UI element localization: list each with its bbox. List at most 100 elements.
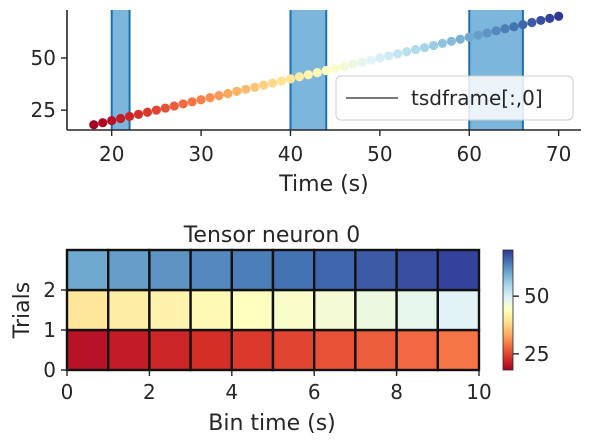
scatter-point [321, 65, 331, 76]
heatmap-cell [395, 328, 440, 372]
heatmap-cell [354, 328, 398, 372]
scatter-point [527, 17, 537, 28]
scatter-point [357, 57, 367, 67]
scatter-point [124, 111, 135, 122]
heatmap-cell [436, 288, 481, 332]
scatter-point [384, 51, 394, 61]
heatmap-cell [313, 288, 357, 332]
scatter-point [482, 28, 492, 38]
scatter-point [160, 103, 170, 113]
scatter-point [259, 80, 269, 90]
heatmap-x-tick-label: 8 [390, 380, 403, 404]
colorbar-tick-label: 50 [524, 284, 549, 308]
y-tick-label: 25 [31, 98, 56, 122]
scatter-point [518, 20, 528, 30]
heatmap-cell [354, 248, 398, 292]
scatter-point [491, 26, 501, 36]
scatter-point [411, 45, 421, 55]
heatmap-cell [148, 328, 192, 372]
heatmap-title: Tensor neuron 0 [183, 223, 361, 248]
x-tick-label: 50 [367, 142, 392, 166]
heatmap-cell [106, 248, 151, 292]
scatter-point [268, 78, 278, 88]
heatmap-x-tick-label: 10 [466, 380, 491, 404]
x-tick-label: 70 [546, 142, 571, 166]
scatter-point [312, 68, 322, 78]
scatter-point [464, 32, 474, 42]
x-ticks: 20 30 40 50 60 70 [99, 130, 571, 166]
scatter-point [500, 24, 510, 34]
scatter-point [285, 74, 296, 84]
heatmap-x-axis-label: Bin time (s) [208, 411, 335, 436]
scatter-point [151, 105, 161, 115]
heatmap-cell [189, 248, 234, 292]
scatter-point [366, 55, 376, 65]
x-tick-label: 40 [278, 142, 303, 166]
scatter-point [116, 113, 126, 124]
heatmap-cell [189, 328, 234, 372]
heatmap-cell [395, 248, 440, 292]
heatmap-cell [271, 288, 316, 332]
scatter-point [330, 63, 340, 74]
legend-label: tsdframe[:,0] [411, 86, 543, 110]
heatmap-cell [230, 328, 275, 372]
heatmap-y-tick-label: 1 [43, 318, 56, 342]
colorbar: 25 50 [502, 249, 549, 371]
scatter-point [393, 49, 403, 59]
legend: tsdframe[:,0] [335, 75, 574, 121]
heatmap-cell [65, 328, 110, 372]
scatter-point [294, 72, 305, 82]
x-tick-label: 30 [188, 142, 213, 166]
heatmap-cell [106, 288, 151, 332]
scatter-point [375, 53, 385, 63]
scatter-point [437, 38, 448, 48]
scatter-point [178, 99, 188, 109]
heatmap-cell [148, 288, 192, 332]
tensor-heatmap-chart: Tensor neuron 0 0 2 4 6 8 10 0 1 2 Bin time (s)… [10, 223, 549, 436]
heatmap-y-tick-label: 0 [43, 358, 56, 382]
heatmap-cell [271, 328, 316, 372]
heatmap-x-tick-label: 4 [225, 380, 238, 404]
heatmap-y-ticks: 0 1 2 [43, 278, 67, 382]
scatter-point [98, 118, 108, 128]
heatmap-cell [271, 248, 316, 292]
scatter-point [196, 95, 206, 105]
heatmap-cell [230, 288, 275, 332]
scatter-point [241, 84, 251, 94]
heatmap-x-ticks: 0 2 4 6 8 10 [61, 370, 492, 404]
scatter-point [536, 15, 546, 26]
heatmap-x-tick-label: 2 [143, 380, 156, 404]
scatter-point [509, 22, 519, 32]
x-tick-label: 60 [457, 142, 482, 166]
y-tick-label: 50 [31, 46, 56, 70]
scatter-point [187, 97, 197, 107]
scatter-point [133, 109, 144, 119]
y-ticks: 25 50 [31, 46, 67, 122]
heatmap-cell [313, 248, 357, 292]
scatter-point [89, 120, 99, 130]
x-axis-label: Time (s) [278, 172, 368, 197]
epoch-interval-0 [111, 10, 130, 130]
heatmap-y-tick-label: 2 [43, 278, 56, 302]
scatter-point [223, 88, 233, 99]
colorbar-tick-label: 25 [524, 342, 549, 366]
heatmap-cell [189, 288, 234, 332]
heatmap-cell [65, 288, 110, 332]
scatter-point [214, 90, 224, 101]
heatmap-cell [313, 328, 357, 372]
x-tick-label: 20 [99, 142, 124, 166]
heatmap-y-axis-label: Trials [10, 282, 35, 339]
scatter-point [402, 47, 412, 57]
scatter-point [205, 93, 215, 103]
heatmap-cell [106, 328, 151, 372]
time-series-chart: 20 30 40 50 60 70 25 50 Time (s) tsdframe[:,0] [31, 10, 581, 197]
heatmap-x-tick-label: 0 [61, 380, 74, 404]
scatter-point [339, 61, 349, 71]
heatmap-cell [65, 248, 110, 292]
colorbar-gradient [502, 249, 514, 371]
heatmap-x-tick-label: 6 [308, 380, 321, 404]
heatmap-cells [65, 248, 481, 372]
heatmap-cell [395, 288, 440, 332]
scatter-point [303, 70, 313, 80]
